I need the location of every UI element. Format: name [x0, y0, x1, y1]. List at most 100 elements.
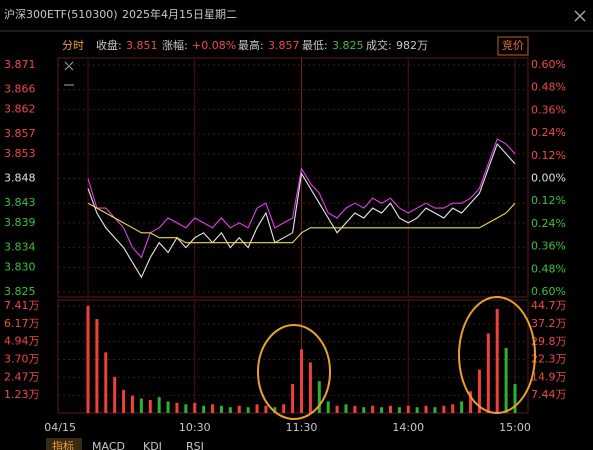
volume-bar — [308, 362, 312, 413]
y-tick-label: 3.848 — [4, 172, 36, 185]
volume-bar — [326, 401, 330, 413]
indicator-tab[interactable]: 指标 — [52, 439, 74, 450]
y2-tick-label: 0.00% — [531, 172, 566, 185]
volume-bar — [202, 405, 206, 413]
volume-bar — [219, 405, 223, 413]
indicator-tab[interactable]: KDJ — [143, 440, 162, 450]
volume-bar — [175, 402, 179, 413]
y2-tick-label: 0.24% — [531, 217, 566, 230]
info-value: 3.851 — [126, 39, 158, 52]
plot: 3.825 3.830 3.834 3.839 3.843 3.848 3.853 3.857… — [4, 58, 567, 434]
info-label: 收盘: — [96, 38, 122, 52]
y-tick-label: 2.47万 — [4, 370, 40, 383]
volume-bar — [486, 333, 490, 413]
volume-bar — [255, 404, 259, 413]
info-value: 3.825 — [332, 39, 364, 52]
y-tick-label: 3.70万 — [4, 353, 40, 366]
y-tick-label: 7.41万 — [4, 299, 40, 312]
volume-bar — [148, 399, 152, 413]
price-line — [87, 138, 516, 259]
auction-button-label: 竞价 — [502, 38, 524, 52]
volume-bar — [95, 319, 99, 413]
volume-bar — [424, 405, 428, 413]
volume-bar — [291, 384, 295, 413]
volume-bar — [442, 405, 446, 413]
y-tick-label: 3.839 — [4, 216, 36, 229]
y-tick-label: 3.871 — [4, 58, 36, 71]
volume-bar — [495, 308, 499, 413]
y2-tick-label: 0.36% — [531, 240, 566, 253]
info-label: 成交: — [366, 38, 392, 52]
volume-bar — [469, 391, 473, 413]
volume-bar — [335, 405, 339, 413]
y-tick-label: 1.23万 — [4, 388, 40, 401]
active-tab-bg — [46, 438, 82, 450]
volume-bar — [228, 407, 232, 413]
close-stroke — [574, 10, 586, 22]
volume-bar — [193, 402, 197, 413]
close-icon[interactable] — [574, 10, 586, 22]
y2-tick-label: 29.8万 — [531, 335, 567, 348]
y2-tick-label: 14.9万 — [531, 370, 567, 383]
volume-bar — [86, 305, 90, 413]
y2-tick-label: 37.2万 — [531, 317, 567, 330]
volume-bar — [504, 347, 508, 413]
info-label: 涨幅: — [162, 39, 188, 52]
volume-bar — [460, 401, 464, 413]
date: 2025年4月15日 — [122, 7, 204, 21]
volume-bar — [451, 404, 455, 413]
x-tick-label: 15:00 — [499, 421, 531, 434]
info-value: 982万 — [396, 39, 428, 52]
auction-button[interactable] — [497, 36, 529, 56]
y2-tick-label: 0.24% — [531, 126, 566, 139]
volume-bar — [273, 407, 277, 413]
y2-tick-label: 0.60% — [531, 285, 566, 298]
x-tick-label: 04/15 — [44, 421, 76, 434]
indicator-tab[interactable]: RSI — [186, 440, 204, 450]
volume-bar — [166, 401, 170, 413]
y-tick-label: 3.866 — [4, 83, 36, 96]
volume-bar — [282, 404, 286, 413]
icon-stroke — [64, 61, 74, 71]
volume-bar — [397, 407, 401, 413]
volume-bar — [264, 405, 268, 413]
volume-bar — [237, 405, 241, 413]
volume-bar — [317, 381, 321, 413]
volume-bar — [300, 349, 303, 413]
highlight-circle — [257, 324, 331, 420]
y2-tick-label: 0.36% — [531, 103, 566, 116]
x-tick-label: 10:30 — [179, 421, 211, 434]
highlight-circle — [458, 296, 536, 414]
x-tick-label: 11:30 — [286, 421, 318, 434]
price-frame — [57, 57, 529, 298]
volume-bar — [433, 407, 437, 413]
price-line — [87, 142, 516, 279]
volume-bar — [380, 407, 384, 413]
volume-bar — [415, 407, 419, 413]
y2-tick-label: 22.3万 — [531, 353, 567, 366]
y2-tick-label: 0.48% — [531, 81, 566, 94]
volume-bar — [104, 352, 108, 413]
y-tick-label: 4.94万 — [4, 335, 40, 348]
mode-tab[interactable]: 分时 — [62, 39, 84, 52]
indicator-tab[interactable]: MACD — [92, 440, 125, 450]
y-tick-label: 3.834 — [4, 241, 36, 254]
volume-bar — [211, 404, 215, 413]
volume-bar — [388, 405, 392, 413]
volume-bar — [184, 404, 188, 413]
y-tick-label: 3.857 — [4, 127, 36, 140]
volume-bar — [122, 389, 126, 413]
y2-tick-label: 0.48% — [531, 262, 566, 275]
info-label: 最高: — [238, 38, 264, 52]
volume-bar — [113, 376, 117, 413]
y2-tick-label: 0.12% — [531, 149, 566, 162]
y2-tick-label: 7.44万 — [531, 388, 567, 401]
y-tick-label: 3.825 — [4, 285, 36, 298]
volume-bar — [513, 384, 517, 413]
volume-bar — [406, 405, 410, 413]
y2-tick-label: 0.60% — [531, 58, 566, 71]
y-tick-label: 6.17万 — [4, 317, 40, 330]
crosshair-icon[interactable] — [64, 61, 74, 86]
